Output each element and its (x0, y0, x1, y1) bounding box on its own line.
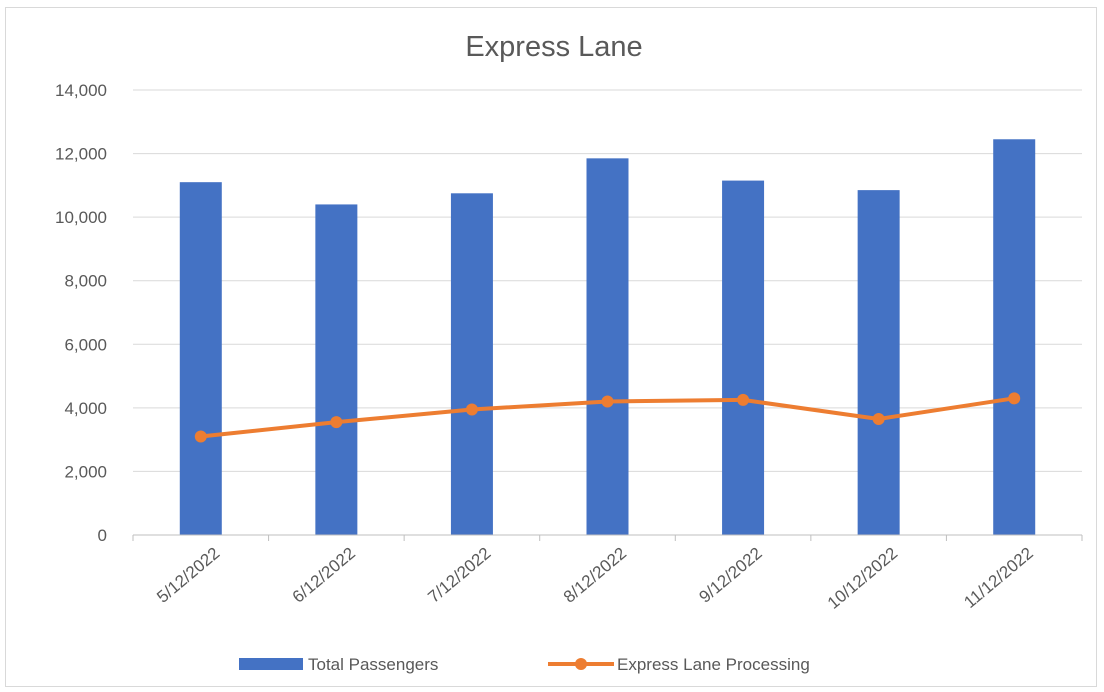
x-axis-tick-labels: 5/12/2022 6/12/2022 7/12/2022 8/12/2022 9/12… (153, 544, 1037, 613)
y-tick-label: 2,000 (64, 462, 107, 481)
chart-title: Express Lane (465, 31, 642, 63)
x-tick-label: 11/12/2022 (960, 544, 1036, 612)
bar-total-passengers (722, 180, 765, 535)
y-tick-label: 4,000 (64, 399, 107, 418)
y-tick-label: 6,000 (64, 335, 107, 354)
line-series-express-lane-processing (194, 392, 1021, 443)
point-express-lane-processing (194, 430, 207, 443)
point-express-lane-processing (465, 403, 478, 416)
y-tick-label: 14,000 (55, 81, 107, 100)
y-axis-tick-labels: 0 2,000 4,000 6,000 8,000 10,000 12,000 14,000 (55, 81, 107, 545)
y-tick-label: 10,000 (55, 208, 107, 227)
bar-series-total-passengers (179, 139, 1036, 535)
y-tick-label: 8,000 (64, 272, 107, 291)
bar-total-passengers (993, 139, 1036, 535)
legend-label-express-lane-processing: Express Lane Processing (617, 655, 810, 674)
x-tick-label: 5/12/2022 (153, 544, 223, 607)
point-express-lane-processing (737, 393, 750, 406)
x-tick-label: 7/12/2022 (424, 544, 494, 607)
x-tick-label: 6/12/2022 (289, 544, 359, 607)
bar-total-passengers (315, 204, 358, 535)
bar-total-passengers (857, 190, 900, 535)
point-express-lane-processing (330, 416, 343, 429)
point-express-lane-processing (601, 395, 614, 408)
legend: Total Passengers Express Lane Processing (239, 655, 810, 674)
x-tick-label: 8/12/2022 (560, 544, 630, 607)
y-tick-label: 0 (98, 526, 107, 545)
point-express-lane-processing (1008, 392, 1021, 405)
x-axis-tick-marks (132, 535, 1083, 541)
x-tick-label: 9/12/2022 (695, 544, 765, 607)
legend-label-total-passengers: Total Passengers (308, 655, 438, 674)
bar-total-passengers (586, 158, 629, 535)
legend-marker-express-lane-processing (575, 658, 587, 670)
point-express-lane-processing (872, 412, 885, 425)
x-tick-label: 10/12/2022 (824, 544, 901, 613)
y-tick-label: 12,000 (55, 145, 107, 164)
bar-total-passengers (179, 182, 222, 535)
legend-swatch-total-passengers (239, 658, 303, 670)
bar-total-passengers (450, 193, 493, 535)
